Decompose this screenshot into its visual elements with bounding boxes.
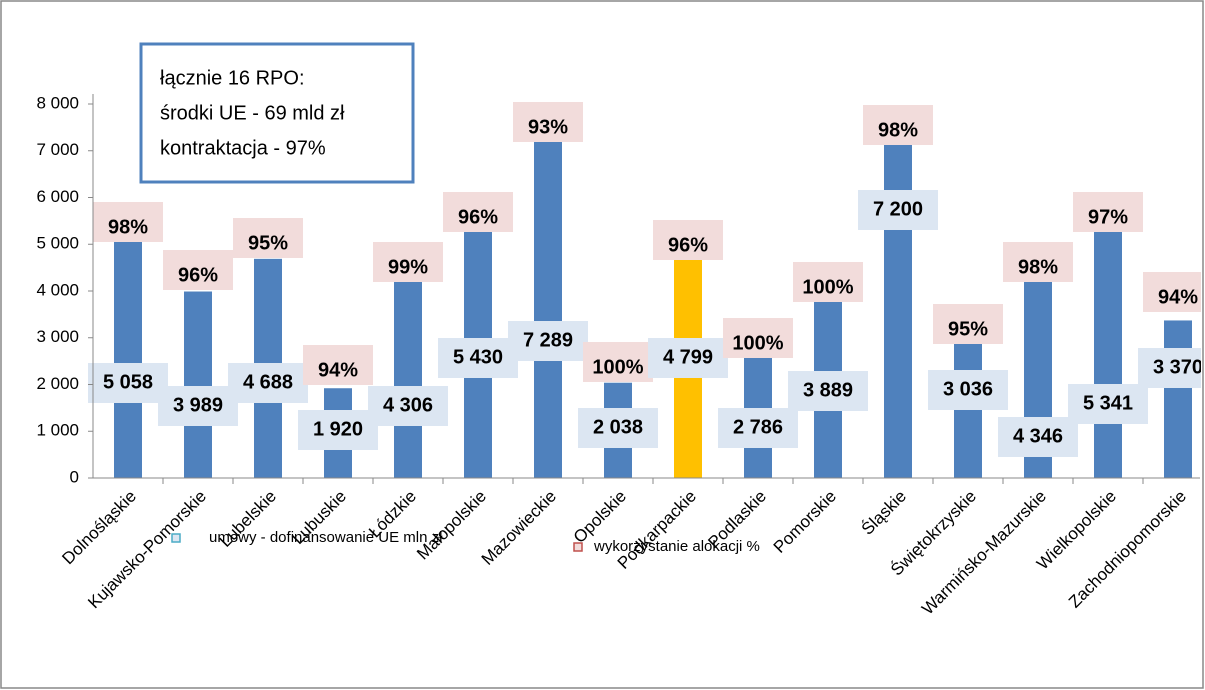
y-tick-label: 3 000	[36, 327, 79, 346]
value-label: 1 920	[313, 418, 363, 440]
pct-label: 100%	[592, 356, 643, 378]
bar	[184, 291, 212, 478]
pct-label: 96%	[668, 234, 708, 256]
pct-label-box	[1143, 272, 1201, 312]
value-label-box	[508, 321, 588, 361]
pct-label: 95%	[248, 232, 288, 254]
value-label-box	[1068, 384, 1148, 424]
value-label: 4 346	[1013, 425, 1063, 447]
value-label: 5 058	[103, 371, 153, 393]
pct-label-box	[583, 342, 653, 382]
value-label-box	[228, 363, 308, 403]
pct-label-box	[933, 304, 1003, 344]
value-label: 2 038	[593, 416, 643, 438]
pct-label: 100%	[802, 276, 853, 298]
value-label: 5 430	[453, 346, 503, 368]
value-label: 3 889	[803, 379, 853, 401]
pct-label: 94%	[318, 359, 358, 381]
value-label: 4 688	[243, 371, 293, 393]
pct-label: 95%	[948, 318, 988, 340]
value-label-box	[438, 338, 518, 378]
legend-label: umowy - dofinansowanie UE mln zł	[209, 529, 443, 546]
value-label-box	[718, 408, 798, 448]
value-label: 2 786	[733, 416, 783, 438]
pct-label-box	[373, 242, 443, 282]
y-tick-label: 1 000	[36, 421, 79, 440]
value-label: 3 370	[1153, 356, 1203, 378]
value-label-box	[88, 363, 168, 403]
legend-label: wykorzystanie alokacji %	[593, 538, 760, 555]
y-tick-label: 6 000	[36, 187, 79, 206]
value-label-box	[158, 386, 238, 426]
pct-label: 93%	[528, 116, 568, 138]
plot: 98% 5 058 96% 3 989 95% 4 688 94% 1 920 99% 4 306…	[88, 102, 1203, 484]
pct-label-box	[793, 262, 863, 302]
value-label-box	[368, 386, 448, 426]
pct-label-box	[233, 218, 303, 258]
bar	[114, 241, 142, 478]
value-label-box	[998, 417, 1078, 457]
y-tick-label: 5 000	[36, 234, 79, 253]
value-label: 4 306	[383, 394, 433, 416]
pct-label: 98%	[1018, 256, 1058, 278]
value-label-box	[298, 410, 378, 450]
pct-label-box	[723, 318, 793, 358]
pct-label: 98%	[878, 119, 918, 141]
value-label: 5 341	[1083, 392, 1133, 414]
value-label: 3 989	[173, 394, 223, 416]
annotation-line: kontraktacja - 97%	[160, 137, 326, 159]
bar	[534, 137, 562, 478]
annotation-line: łącznie 16 RPO:	[160, 67, 305, 89]
bar	[1094, 228, 1122, 478]
pct-label: 96%	[458, 206, 498, 228]
pct-label-box	[93, 202, 163, 242]
legend-swatch	[573, 542, 583, 552]
pct-label-box	[513, 102, 583, 142]
value-label: 3 036	[943, 378, 993, 400]
pct-label-box	[303, 345, 373, 385]
pct-label: 98%	[108, 216, 148, 238]
y-tick-label: 2 000	[36, 374, 79, 393]
value-label-box	[1138, 348, 1201, 388]
pct-label-box	[163, 250, 233, 290]
bar	[394, 276, 422, 478]
y-tick-label: 8 000	[36, 93, 79, 112]
value-label-box	[578, 408, 658, 448]
pct-label: 94%	[1158, 286, 1198, 308]
pct-label-box	[443, 192, 513, 232]
annotation-box	[139, 42, 415, 184]
annotation-line: środki UE - 69 mld zł	[160, 102, 345, 124]
value-label: 7 289	[523, 329, 573, 351]
value-label-box	[648, 338, 728, 378]
value-label-box	[788, 371, 868, 411]
pct-label-box	[653, 220, 723, 260]
pct-label: 96%	[178, 264, 218, 286]
bar	[1164, 320, 1192, 478]
value-label-box	[858, 190, 938, 230]
pct-label-box	[1003, 242, 1073, 282]
y-tick-label: 0	[70, 467, 79, 486]
value-label-box	[928, 370, 1008, 410]
pct-label: 99%	[388, 256, 428, 278]
pct-label: 97%	[1088, 206, 1128, 228]
y-tick-label: 4 000	[36, 280, 79, 299]
pct-label: 100%	[732, 332, 783, 354]
value-label: 7 200	[873, 198, 923, 220]
pct-label-box	[1073, 192, 1143, 232]
legend-swatch	[171, 533, 181, 543]
y-tick-label: 7 000	[36, 140, 79, 159]
value-label: 4 799	[663, 346, 713, 368]
pct-label-box	[863, 105, 933, 145]
